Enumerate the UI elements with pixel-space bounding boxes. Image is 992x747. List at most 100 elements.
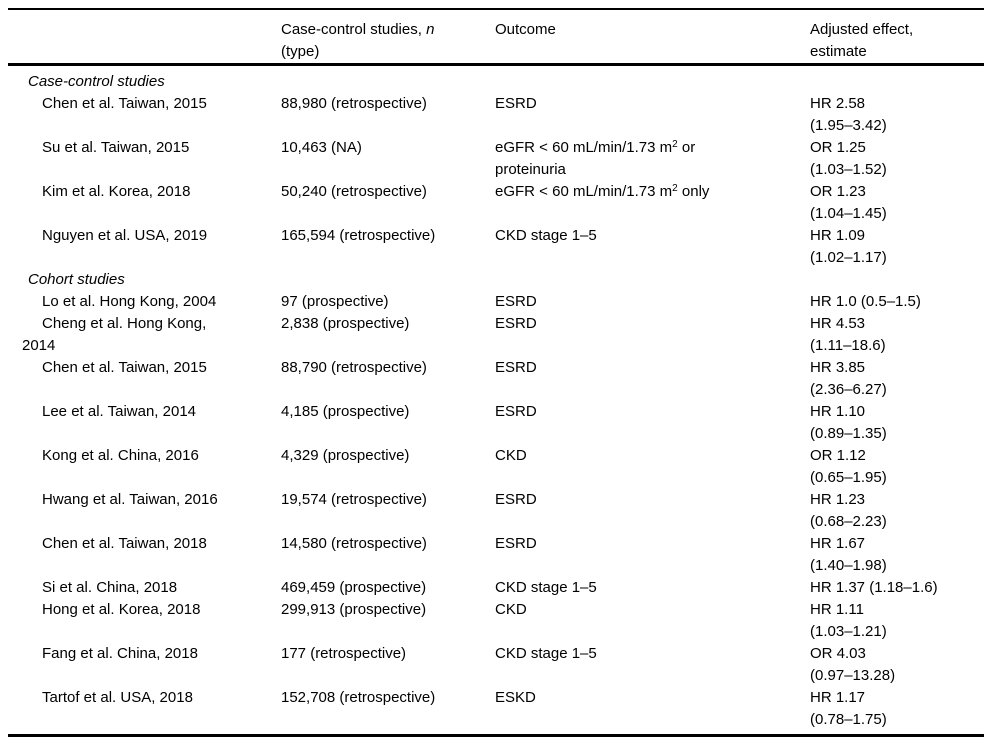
study-name-line: Kong et al. China, 2016 [42,447,199,464]
table-row: Kong et al. China, 2016 4,329 (prospectiv… [8,445,984,489]
table-row: Cheng et al. Hong Kong, 2014 2,838 (prospe… [8,313,984,357]
table-header-row: Case-control studies, n (type) Outcome A… [8,9,984,66]
effect-line: HR 1.23 [810,491,866,508]
outcome-cell: CKD stage 1–5 [495,577,810,599]
table-row: Nguyen et al. USA, 2019 165,594 (retrospe… [8,225,984,269]
effect-line: (0.68–2.23) [810,513,887,530]
sample-size-cell: 4,185 (prospective) [281,403,410,420]
effect-line: HR 2.58 [810,95,866,112]
effect-line: HR 3.85 [810,359,866,376]
effect-estimate-cell: OR 4.03 (0.97–13.28) [810,643,984,687]
outcome-line: ESRD [495,95,537,112]
outcome-line: ESRD [495,315,537,332]
effect-line: HR 1.11 [810,601,864,618]
sample-size-cell: 469,459 (prospective) [281,579,427,596]
effect-line: HR 1.0 (0.5–1.5) [810,293,921,310]
effect-line: HR 1.37 (1.18–1.6) [810,579,938,596]
study-name-cell: Fang et al. China, 2018 [8,643,281,687]
effect-line: (0.89–1.35) [810,425,887,442]
outcome-line: CKD stage 1–5 [495,645,597,662]
section-heading-row: Cohort studies [8,269,984,291]
outcome-cell: ESRD [495,93,810,137]
effect-estimate-cell: HR 3.85 (2.36–6.27) [810,357,984,401]
sample-size-cell: 14,580 (retrospective) [281,535,427,552]
effect-estimate-cell: HR 1.67 (1.40–1.98) [810,533,984,577]
outcome-line: CKD stage 1–5 [495,227,597,244]
outcome-cell: ESRD [495,291,810,313]
table-row: Lee et al. Taiwan, 2014 4,185 (prospectiv… [8,401,984,445]
sample-size-cell: 88,790 (retrospective) [281,359,427,376]
superscript: 2 [672,183,678,194]
study-name-line: Nguyen et al. USA, 2019 [42,227,208,244]
effect-line: HR 1.09 [810,227,866,244]
outcome-cell: CKD stage 1–5 [495,643,810,687]
effect-estimate-cell: HR 2.58 (1.95–3.42) [810,93,984,137]
effect-estimate-cell: HR 1.37 (1.18–1.6) [810,577,984,599]
effect-line: OR 1.25 [810,139,866,156]
table-row: Fang et al. China, 2018 177 (retrospectiv… [8,643,984,687]
study-name-line: Fang et al. China, 2018 [42,645,198,662]
col-header-empty [8,9,281,66]
study-name-line: Chen et al. Taiwan, 2015 [42,95,207,112]
effect-line: (1.03–1.52) [810,161,887,178]
effect-estimate-cell: OR 1.23 (1.04–1.45) [810,181,984,225]
effect-estimate-cell: OR 1.25 (1.03–1.52) [810,137,984,181]
outcome-cell: ESRD [495,357,810,401]
table-row: Chen et al. Taiwan, 2015 88,980 (retrospe… [8,93,984,137]
effect-line: HR 1.67 [810,535,866,552]
effect-line: HR 4.53 [810,315,866,332]
effect-estimate-cell: HR 1.09 (1.02–1.17) [810,225,984,269]
outcome-cell: CKD [495,599,810,643]
outcome-line: ESRD [495,491,537,508]
effect-line: (0.78–1.75) [810,711,887,728]
col-header-effect-line2: estimate [810,43,867,60]
sample-size-cell: 177 (retrospective) [281,645,407,662]
col-header-effect-line1: Adjusted effect, [810,21,914,38]
study-name-cell: Nguyen et al. USA, 2019 [8,225,281,269]
col-header-n-italic: n [426,21,435,38]
outcome-cell: eGFR < 60 mL/min/1.73 m2 only [495,181,810,225]
superscript: 2 [672,139,678,150]
effect-line: OR 4.03 [810,645,866,662]
study-name-line: 2014 [22,337,56,354]
sample-size-cell: 97 (prospective) [281,293,389,310]
study-name-cell: Tartof et al. USA, 2018 [8,687,281,736]
table-row: Kim et al. Korea, 2018 50,240 (retrospect… [8,181,984,225]
table-row: Chen et al. Taiwan, 2015 88,790 (retrospe… [8,357,984,401]
effect-line: HR 1.10 [810,403,866,420]
study-name-cell: Cheng et al. Hong Kong, 2014 [8,313,281,357]
effect-line: (1.03–1.21) [810,623,887,640]
study-name-cell: Kim et al. Korea, 2018 [8,181,281,225]
outcome-line: ESKD [495,689,536,706]
table-row: Tartof et al. USA, 2018 152,708 (retrospe… [8,687,984,736]
study-name-cell: Si et al. China, 2018 [8,577,281,599]
table-body: Case-control studies Chen et al. Taiwan, … [8,65,984,736]
col-header-studies-n-type: Case-control studies, n (type) [281,9,495,66]
effect-line: (1.02–1.17) [810,249,887,266]
study-name-line: Lee et al. Taiwan, 2014 [42,403,197,420]
effect-line: (2.36–6.27) [810,381,887,398]
table-row: Hwang et al. Taiwan, 2016 19,574 (retrosp… [8,489,984,533]
outcome-cell: ESRD [495,533,810,577]
sample-size-cell: 165,594 (retrospective) [281,227,436,244]
col-header-outcome: Outcome [495,9,810,66]
sample-size-cell: 50,240 (retrospective) [281,183,427,200]
effect-line: (1.04–1.45) [810,205,887,222]
study-name-cell: Chen et al. Taiwan, 2015 [8,93,281,137]
study-name-line: Cheng et al. Hong Kong, [42,315,207,332]
study-name-line: Su et al. Taiwan, 2015 [42,139,190,156]
study-name-line: Hong et al. Korea, 2018 [42,601,201,618]
effect-line: OR 1.23 [810,183,866,200]
outcome-cell: ESKD [495,687,810,736]
outcome-line: eGFR < 60 mL/min/1.73 m2 only [495,183,710,200]
study-table: Case-control studies, n (type) Outcome A… [8,8,984,737]
outcome-cell: eGFR < 60 mL/min/1.73 m2 or proteinuria [495,137,810,181]
effect-line: (1.40–1.98) [810,557,887,574]
col-header-adjusted-effect: Adjusted effect, estimate [810,9,984,66]
table-row: Chen et al. Taiwan, 2018 14,580 (retrospe… [8,533,984,577]
effect-estimate-cell: HR 1.23 (0.68–2.23) [810,489,984,533]
effect-estimate-cell: HR 1.10 (0.89–1.35) [810,401,984,445]
outcome-line: eGFR < 60 mL/min/1.73 m2 or [495,139,696,156]
sample-size-cell: 4,329 (prospective) [281,447,410,464]
effect-line: HR 1.17 [810,689,866,706]
